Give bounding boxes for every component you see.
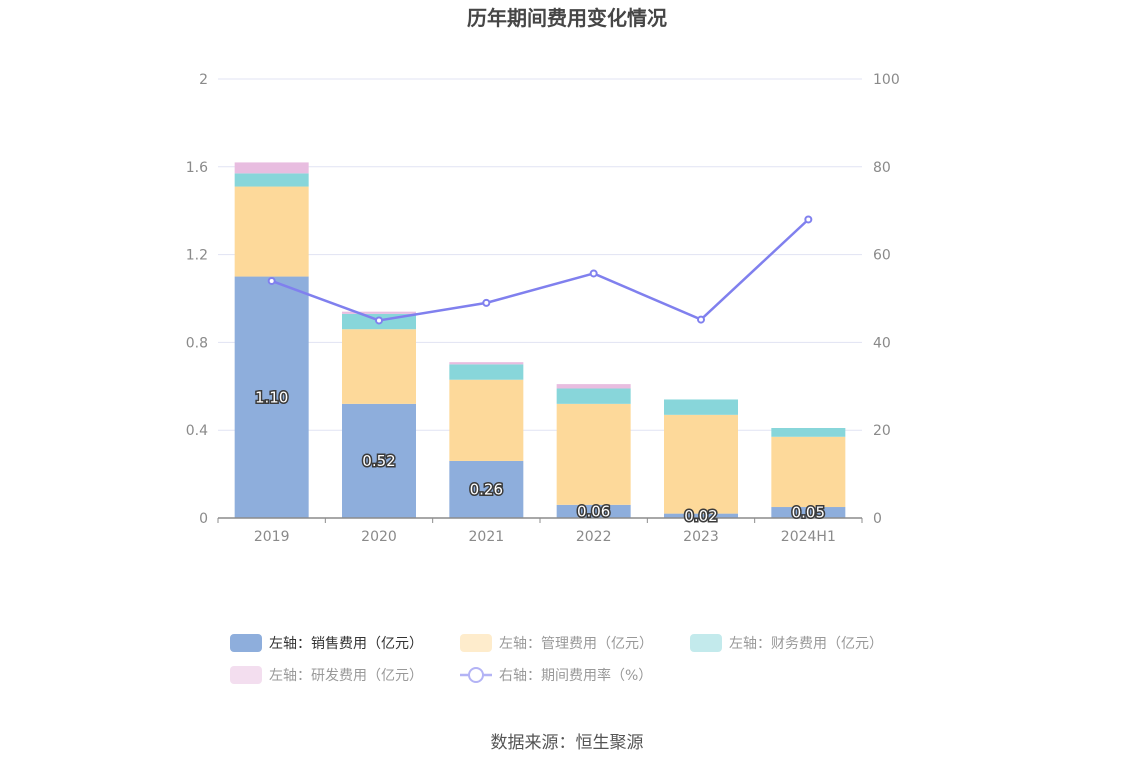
bar-segment: [342, 403, 416, 518]
bar-segment: [664, 414, 738, 514]
rate-point: [697, 315, 705, 324]
rate-line: [271, 218, 810, 322]
legend-swatch: [690, 634, 722, 652]
data-label: 0.06: [577, 502, 610, 520]
x-axis-tick-label: 2023: [683, 529, 719, 545]
data-label: 0.26: [470, 480, 503, 498]
bar-segment: [664, 399, 738, 415]
left-axis-tick-label: 2: [199, 72, 208, 88]
bar-segment: [234, 276, 309, 518]
data-label: 0.52: [362, 452, 395, 470]
bar-segment: [556, 388, 631, 404]
bar-segment: [234, 173, 309, 187]
bar-segment: [449, 460, 524, 518]
bar-segment: [664, 513, 738, 518]
bar-segment: [234, 162, 309, 174]
rate-point: [267, 276, 276, 285]
bar-segment: [556, 384, 631, 389]
x-axis-tick-label: 2022: [576, 529, 612, 545]
legend-label: 左轴：研发费用（亿元）: [269, 668, 423, 684]
grid-lines: [218, 78, 862, 431]
legend-swatch: [230, 634, 262, 652]
right-axis-tick-label: 20: [873, 423, 891, 439]
right-axis-tick-label: 60: [873, 248, 891, 264]
legend-swatch: [230, 666, 262, 684]
bar-segment: [449, 364, 524, 380]
bar-segment: [771, 507, 846, 518]
x-axis-tick-label: 2024H1: [781, 529, 836, 545]
rate-line-series: [267, 215, 813, 325]
bar-segment: [234, 186, 309, 277]
legend-label: 左轴：财务费用（亿元）: [729, 636, 883, 652]
x-axis-tick-label: 2019: [254, 529, 290, 545]
left-axis-tick-label: 1.6: [186, 160, 208, 176]
bar-segment: [556, 504, 631, 518]
legend: 左轴：销售费用（亿元） 左轴：管理费用（亿元） 左轴：财务费用（亿元） 左轴：研发费用…: [230, 634, 883, 684]
left-axis-tick-label: 0: [199, 511, 208, 527]
legend-label: 左轴：管理费用（亿元）: [499, 636, 653, 652]
bar-segment: [449, 362, 524, 365]
data-label: 1.10: [255, 388, 288, 406]
data-labels: 1.10 0.52 0.26 0.06 0.02 0.05: [253, 387, 826, 527]
legend-label: 左轴：销售费用（亿元）: [269, 636, 423, 652]
left-axis-ticks: 0 0.4 0.8 1.2 1.6 2: [186, 72, 208, 527]
legend-label: 右轴：期间费用率（%）: [499, 667, 652, 684]
left-axis-tick-label: 1.2: [186, 248, 208, 264]
bar-segment: [342, 311, 416, 314]
bar-segment: [449, 379, 524, 461]
bar-segment: [771, 436, 846, 508]
right-axis-ticks: 0 20 40 60 80 100: [873, 72, 900, 527]
x-axis: 2019 2020 2021 2022 2023 2024H1: [217, 517, 863, 545]
x-axis-tick-label: 2021: [469, 529, 505, 545]
rate-point: [482, 298, 491, 307]
x-axis-tick-label: 2020: [361, 529, 397, 545]
source-note: 数据来源：恒生聚源: [491, 733, 644, 753]
data-label: 0.05: [792, 504, 825, 522]
legend-marker-circle: [468, 667, 484, 683]
right-axis-tick-label: 100: [873, 72, 900, 88]
rate-point: [589, 269, 598, 278]
bar-segment: [342, 329, 416, 404]
bar-segment: [556, 403, 631, 505]
right-axis-tick-label: 40: [873, 335, 891, 351]
legend-swatch: [460, 634, 492, 652]
right-axis-tick-label: 0: [873, 511, 882, 527]
left-axis-tick-label: 0.4: [186, 423, 208, 439]
bar-segment: [771, 428, 846, 437]
bar-series: [234, 162, 846, 518]
chart-title: 历年期间费用变化情况: [467, 6, 667, 30]
right-axis-tick-label: 80: [873, 160, 891, 176]
rate-point: [804, 215, 813, 224]
left-axis-tick-label: 0.8: [186, 335, 208, 351]
rate-point: [375, 316, 383, 325]
data-label: 0.02: [684, 507, 717, 525]
